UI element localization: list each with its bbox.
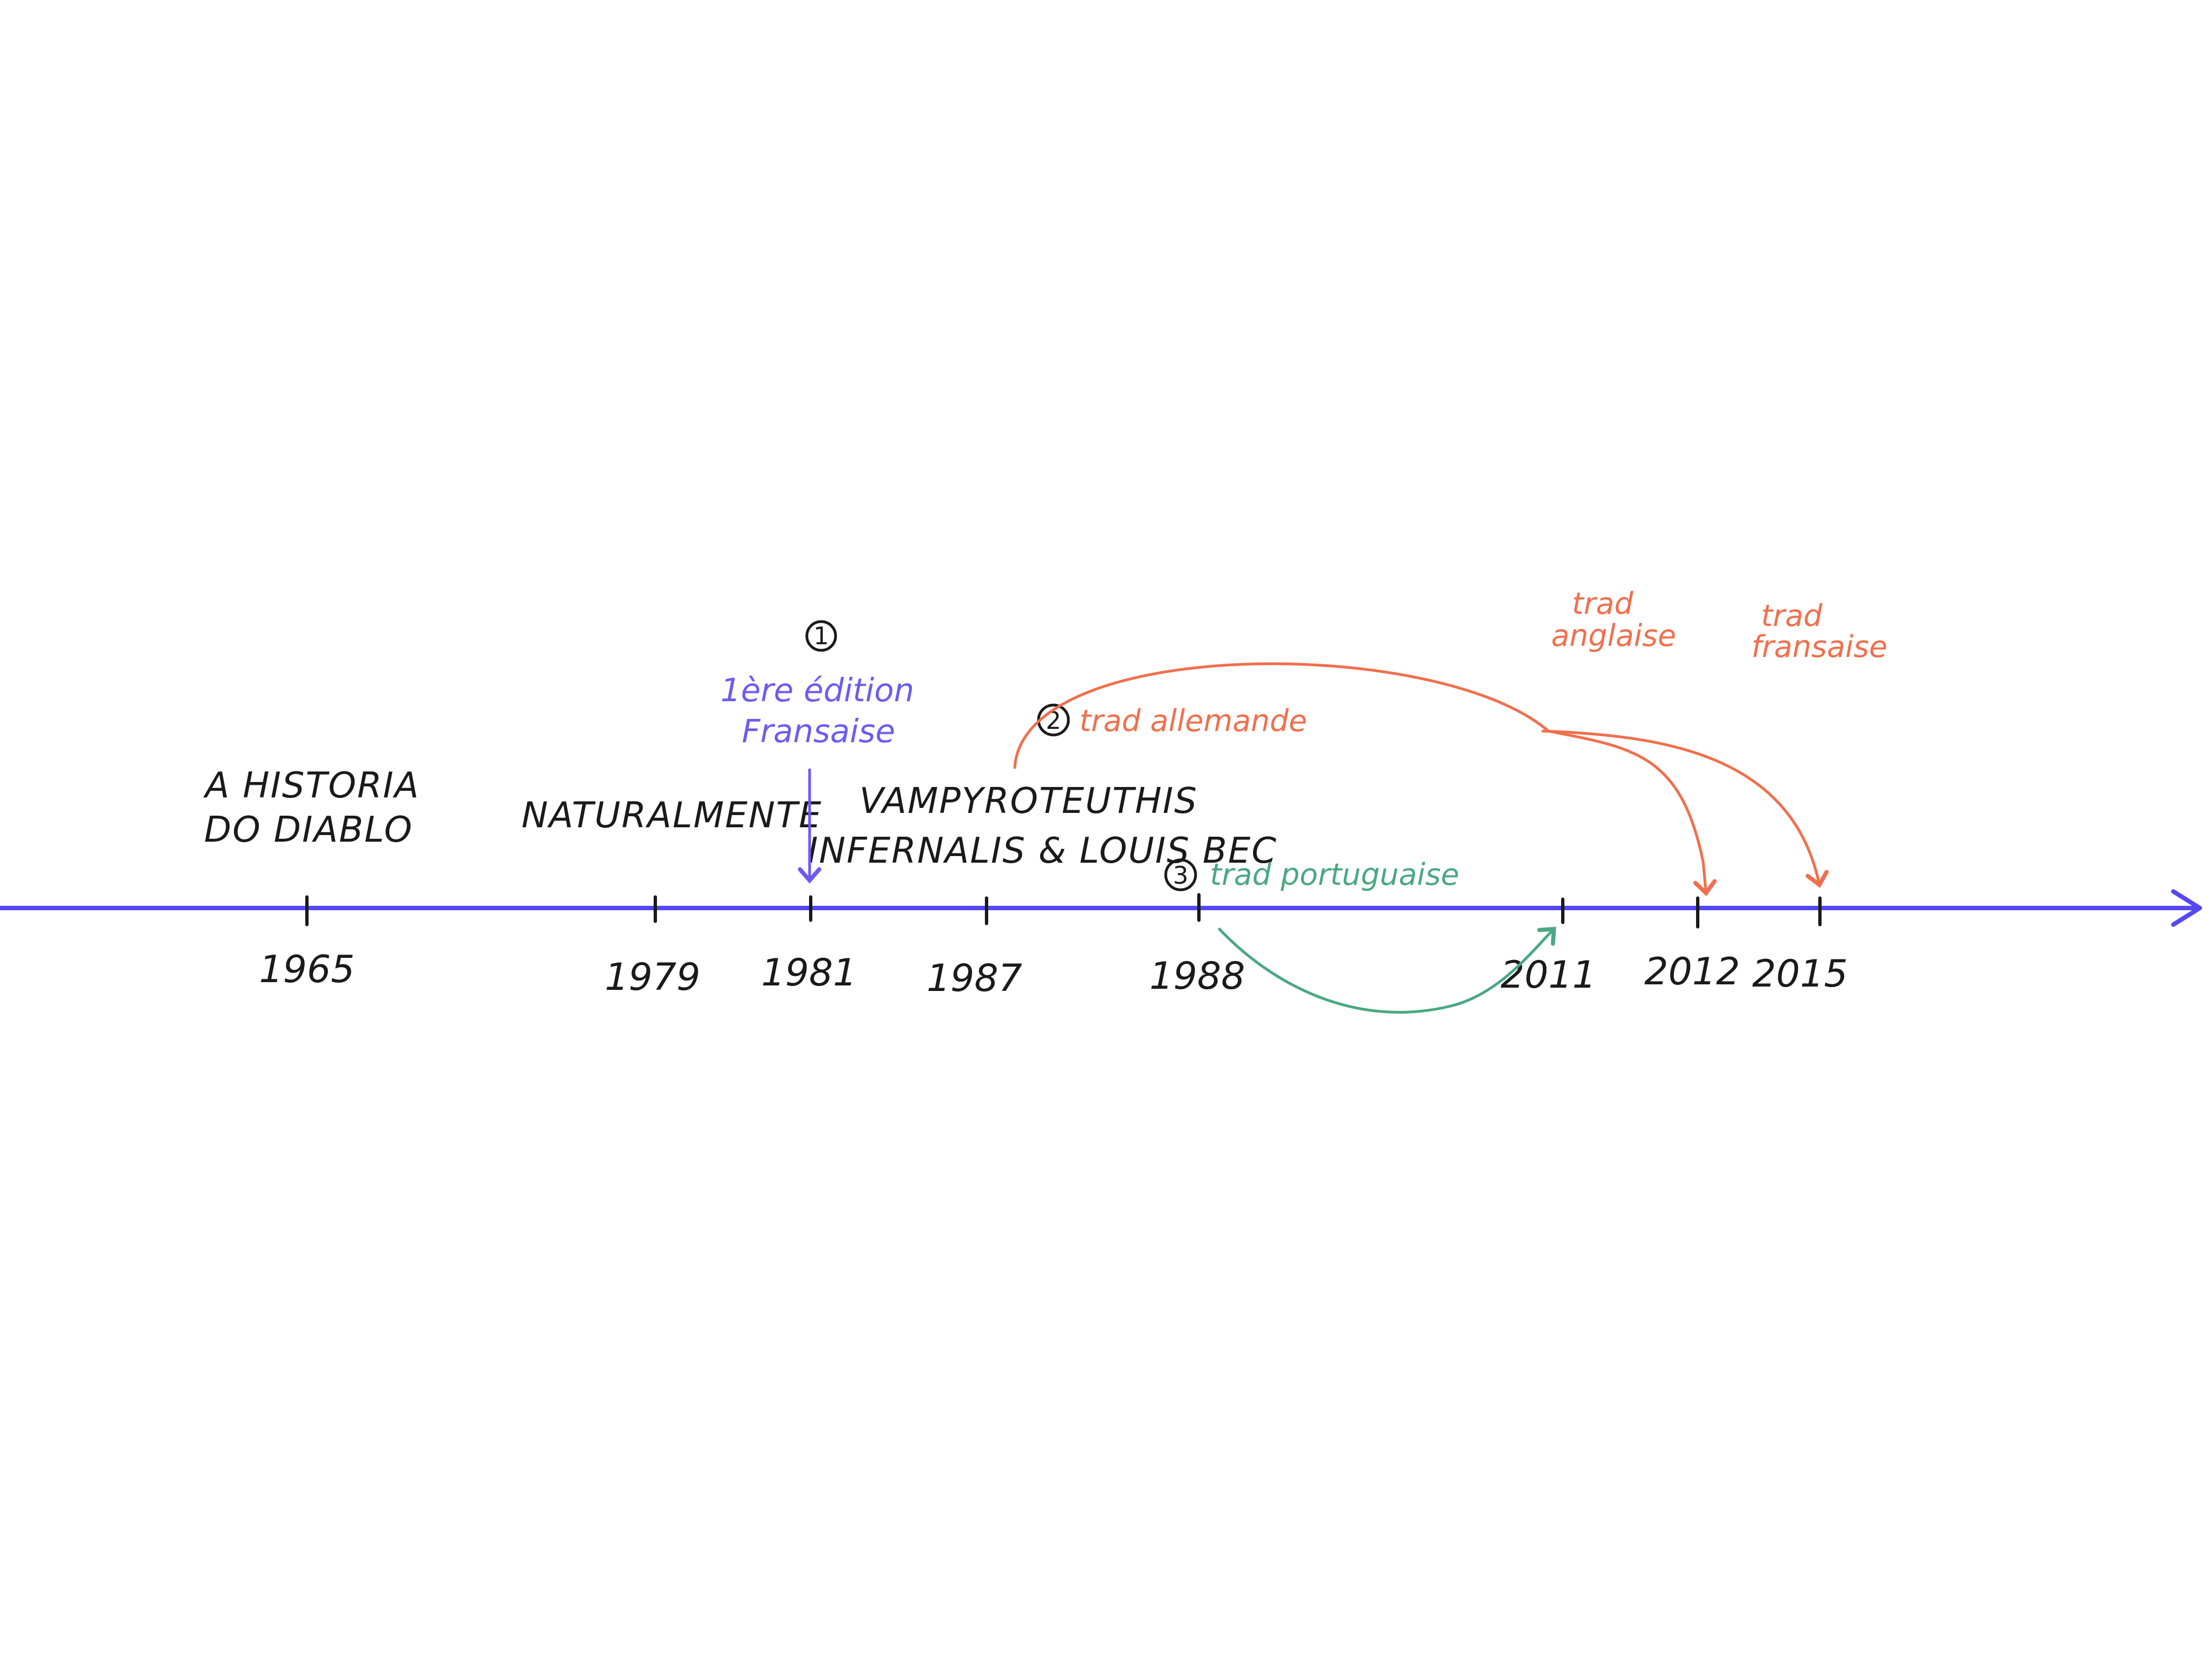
work-title-vampyroteuthis-line1: VAMPYROTEUTHIS xyxy=(859,781,1198,822)
work-titles: A HISTORIA DO DIABLO NATURALMENTE VAMPYR… xyxy=(203,765,1277,872)
annotation-english: trad anglaise xyxy=(1551,586,1676,653)
number-badge-1-label: 1 xyxy=(813,622,829,650)
year-label-2011: 2011 xyxy=(1500,953,1596,997)
german-to-french-arrow-icon xyxy=(1541,729,1829,888)
year-label-1987: 1987 xyxy=(926,957,1022,1000)
number-badge-1 xyxy=(805,620,837,652)
english-translation-line1: trad xyxy=(1572,586,1634,621)
year-label-1965: 1965 xyxy=(259,948,354,992)
axis-arrowhead-icon xyxy=(2171,889,2202,927)
number-badge-3 xyxy=(1164,858,1197,891)
work-title-vampyroteuthis-line2: INFERNALIS & LOUIS BEC xyxy=(807,831,1277,872)
annotation-german: 2 trad allemande xyxy=(1013,662,1829,896)
first-edition-line1: 1ère édition xyxy=(721,671,914,709)
year-label-2015: 2015 xyxy=(1752,952,1848,996)
work-title-historia-line2: DO DIABLO xyxy=(204,810,413,851)
year-label-1988: 1988 xyxy=(1149,954,1245,998)
annotation-french: trad fransaise xyxy=(1751,598,1887,664)
english-translation-line2: anglaise xyxy=(1551,618,1676,653)
german-translation-label: trad allemande xyxy=(1079,703,1307,738)
german-to-english-arrow-icon xyxy=(1013,662,1717,896)
french-translation-line1: trad xyxy=(1761,598,1823,633)
work-title-naturalmente: NATURALMENTE xyxy=(521,795,822,836)
year-label-1981: 1981 xyxy=(761,951,857,995)
annotation-first-edition: 1 1ère édition Fransaise xyxy=(721,620,914,884)
annotation-portuguese: 3 trad portuguaise xyxy=(1164,857,1557,1014)
year-label-2012: 2012 xyxy=(1644,950,1740,994)
first-edition-line2: Fransaise xyxy=(742,712,895,750)
portuguese-translation-label: trad portuguaise xyxy=(1210,857,1459,892)
tick-marks xyxy=(305,893,1822,928)
work-title-historia-line1: A HISTORIA xyxy=(203,765,420,806)
year-labels: 1965 1979 1981 1987 1988 2011 2012 2015 xyxy=(259,948,1848,1000)
year-label-1979: 1979 xyxy=(604,956,700,999)
number-badge-3-label: 3 xyxy=(1173,862,1188,890)
french-translation-line2: fransaise xyxy=(1751,629,1887,664)
timeline-axis xyxy=(0,889,2202,927)
portuguese-arrow-icon xyxy=(1218,926,1557,1014)
